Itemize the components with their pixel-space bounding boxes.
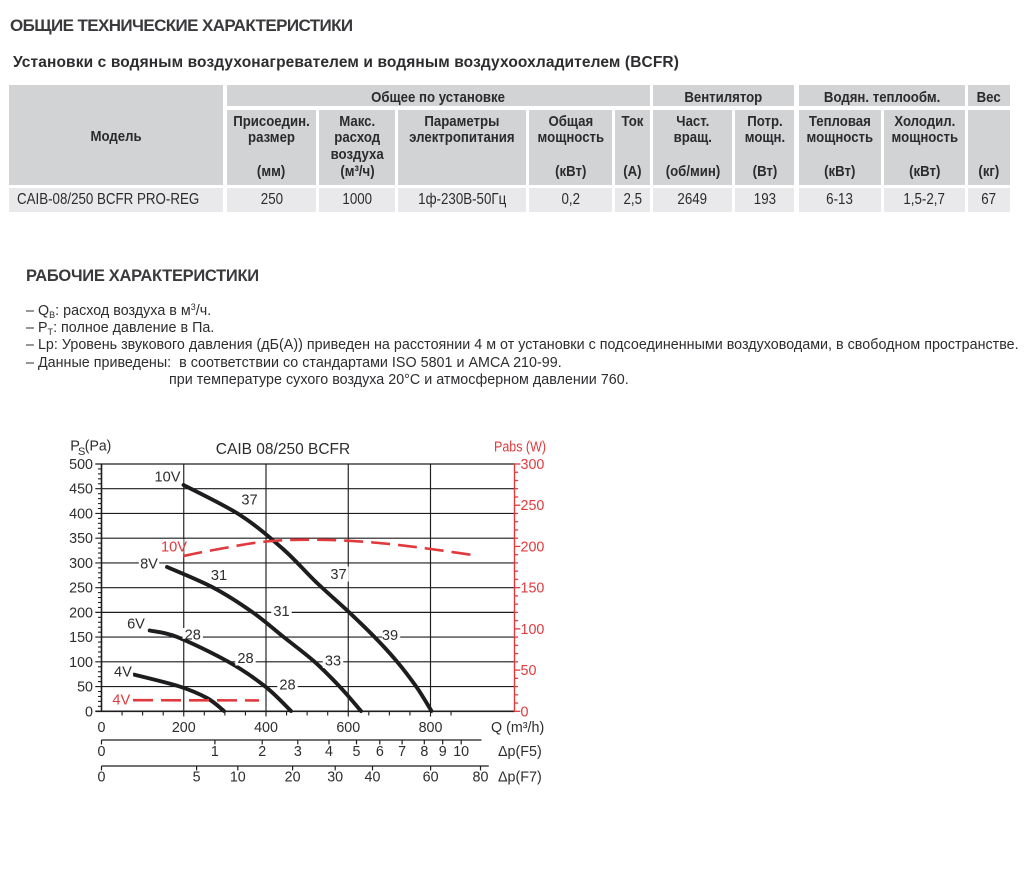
svg-text:6: 6: [376, 744, 384, 760]
svg-text:6V: 6V: [127, 617, 145, 633]
svg-text:28: 28: [185, 628, 201, 644]
svg-text:0: 0: [98, 744, 106, 760]
svg-text:39: 39: [382, 628, 398, 644]
svg-text:200: 200: [69, 605, 93, 621]
svg-text:CAIB 08/250 BCFR: CAIB 08/250 BCFR: [216, 441, 350, 458]
svg-text:250: 250: [521, 498, 545, 514]
svg-text:9: 9: [439, 744, 447, 760]
svg-text:100: 100: [69, 655, 93, 671]
svg-text:4V: 4V: [112, 693, 130, 709]
svg-text:(Pa): (Pa): [85, 439, 112, 455]
svg-text:4: 4: [325, 744, 333, 760]
svg-text:30: 30: [327, 770, 343, 786]
svg-text:28: 28: [279, 678, 295, 694]
svg-text:31: 31: [273, 604, 289, 620]
svg-text:Δp(F7): Δp(F7): [498, 770, 542, 786]
svg-text:300: 300: [69, 556, 93, 572]
svg-text:8V: 8V: [140, 557, 158, 573]
svg-text:Pabs (W): Pabs (W): [494, 440, 546, 456]
svg-text:10: 10: [453, 744, 469, 760]
svg-text:400: 400: [69, 506, 93, 522]
svg-text:500: 500: [69, 457, 93, 473]
svg-text:10V: 10V: [161, 540, 187, 556]
svg-text:300: 300: [521, 457, 545, 473]
svg-text:4V: 4V: [114, 664, 132, 680]
svg-text:800: 800: [419, 720, 443, 736]
svg-text:50: 50: [521, 663, 537, 679]
svg-text:5: 5: [353, 744, 361, 760]
svg-text:5: 5: [193, 770, 201, 786]
svg-text:S: S: [78, 446, 85, 458]
svg-text:2: 2: [258, 744, 266, 760]
svg-text:200: 200: [521, 539, 545, 555]
svg-text:200: 200: [172, 720, 196, 736]
svg-text:40: 40: [365, 770, 381, 786]
svg-text:Δp(F5): Δp(F5): [498, 744, 542, 760]
svg-text:450: 450: [69, 482, 93, 498]
svg-text:150: 150: [69, 630, 93, 646]
svg-text:50: 50: [77, 680, 93, 696]
svg-text:8: 8: [420, 744, 428, 760]
svg-text:400: 400: [254, 720, 278, 736]
svg-text:10: 10: [230, 770, 246, 786]
svg-text:150: 150: [521, 581, 545, 597]
svg-text:7: 7: [398, 744, 406, 760]
svg-text:600: 600: [336, 720, 360, 736]
svg-text:37: 37: [241, 493, 257, 509]
svg-text:60: 60: [423, 770, 439, 786]
svg-text:1: 1: [211, 744, 219, 760]
svg-text:37: 37: [330, 567, 346, 583]
svg-text:0: 0: [98, 770, 106, 786]
svg-text:20: 20: [285, 770, 301, 786]
svg-text:Q (m³/h): Q (m³/h): [491, 720, 544, 736]
svg-text:100: 100: [521, 622, 545, 638]
svg-text:0: 0: [85, 704, 93, 720]
svg-text:80: 80: [473, 770, 489, 786]
svg-text:10V: 10V: [155, 470, 181, 486]
svg-text:0: 0: [521, 704, 529, 720]
svg-text:0: 0: [98, 720, 106, 736]
svg-text:350: 350: [69, 531, 93, 547]
svg-text:31: 31: [211, 568, 227, 584]
svg-text:33: 33: [325, 654, 341, 670]
svg-text:250: 250: [69, 581, 93, 597]
svg-text:28: 28: [237, 651, 253, 667]
svg-text:P: P: [70, 439, 80, 455]
svg-text:3: 3: [294, 744, 302, 760]
